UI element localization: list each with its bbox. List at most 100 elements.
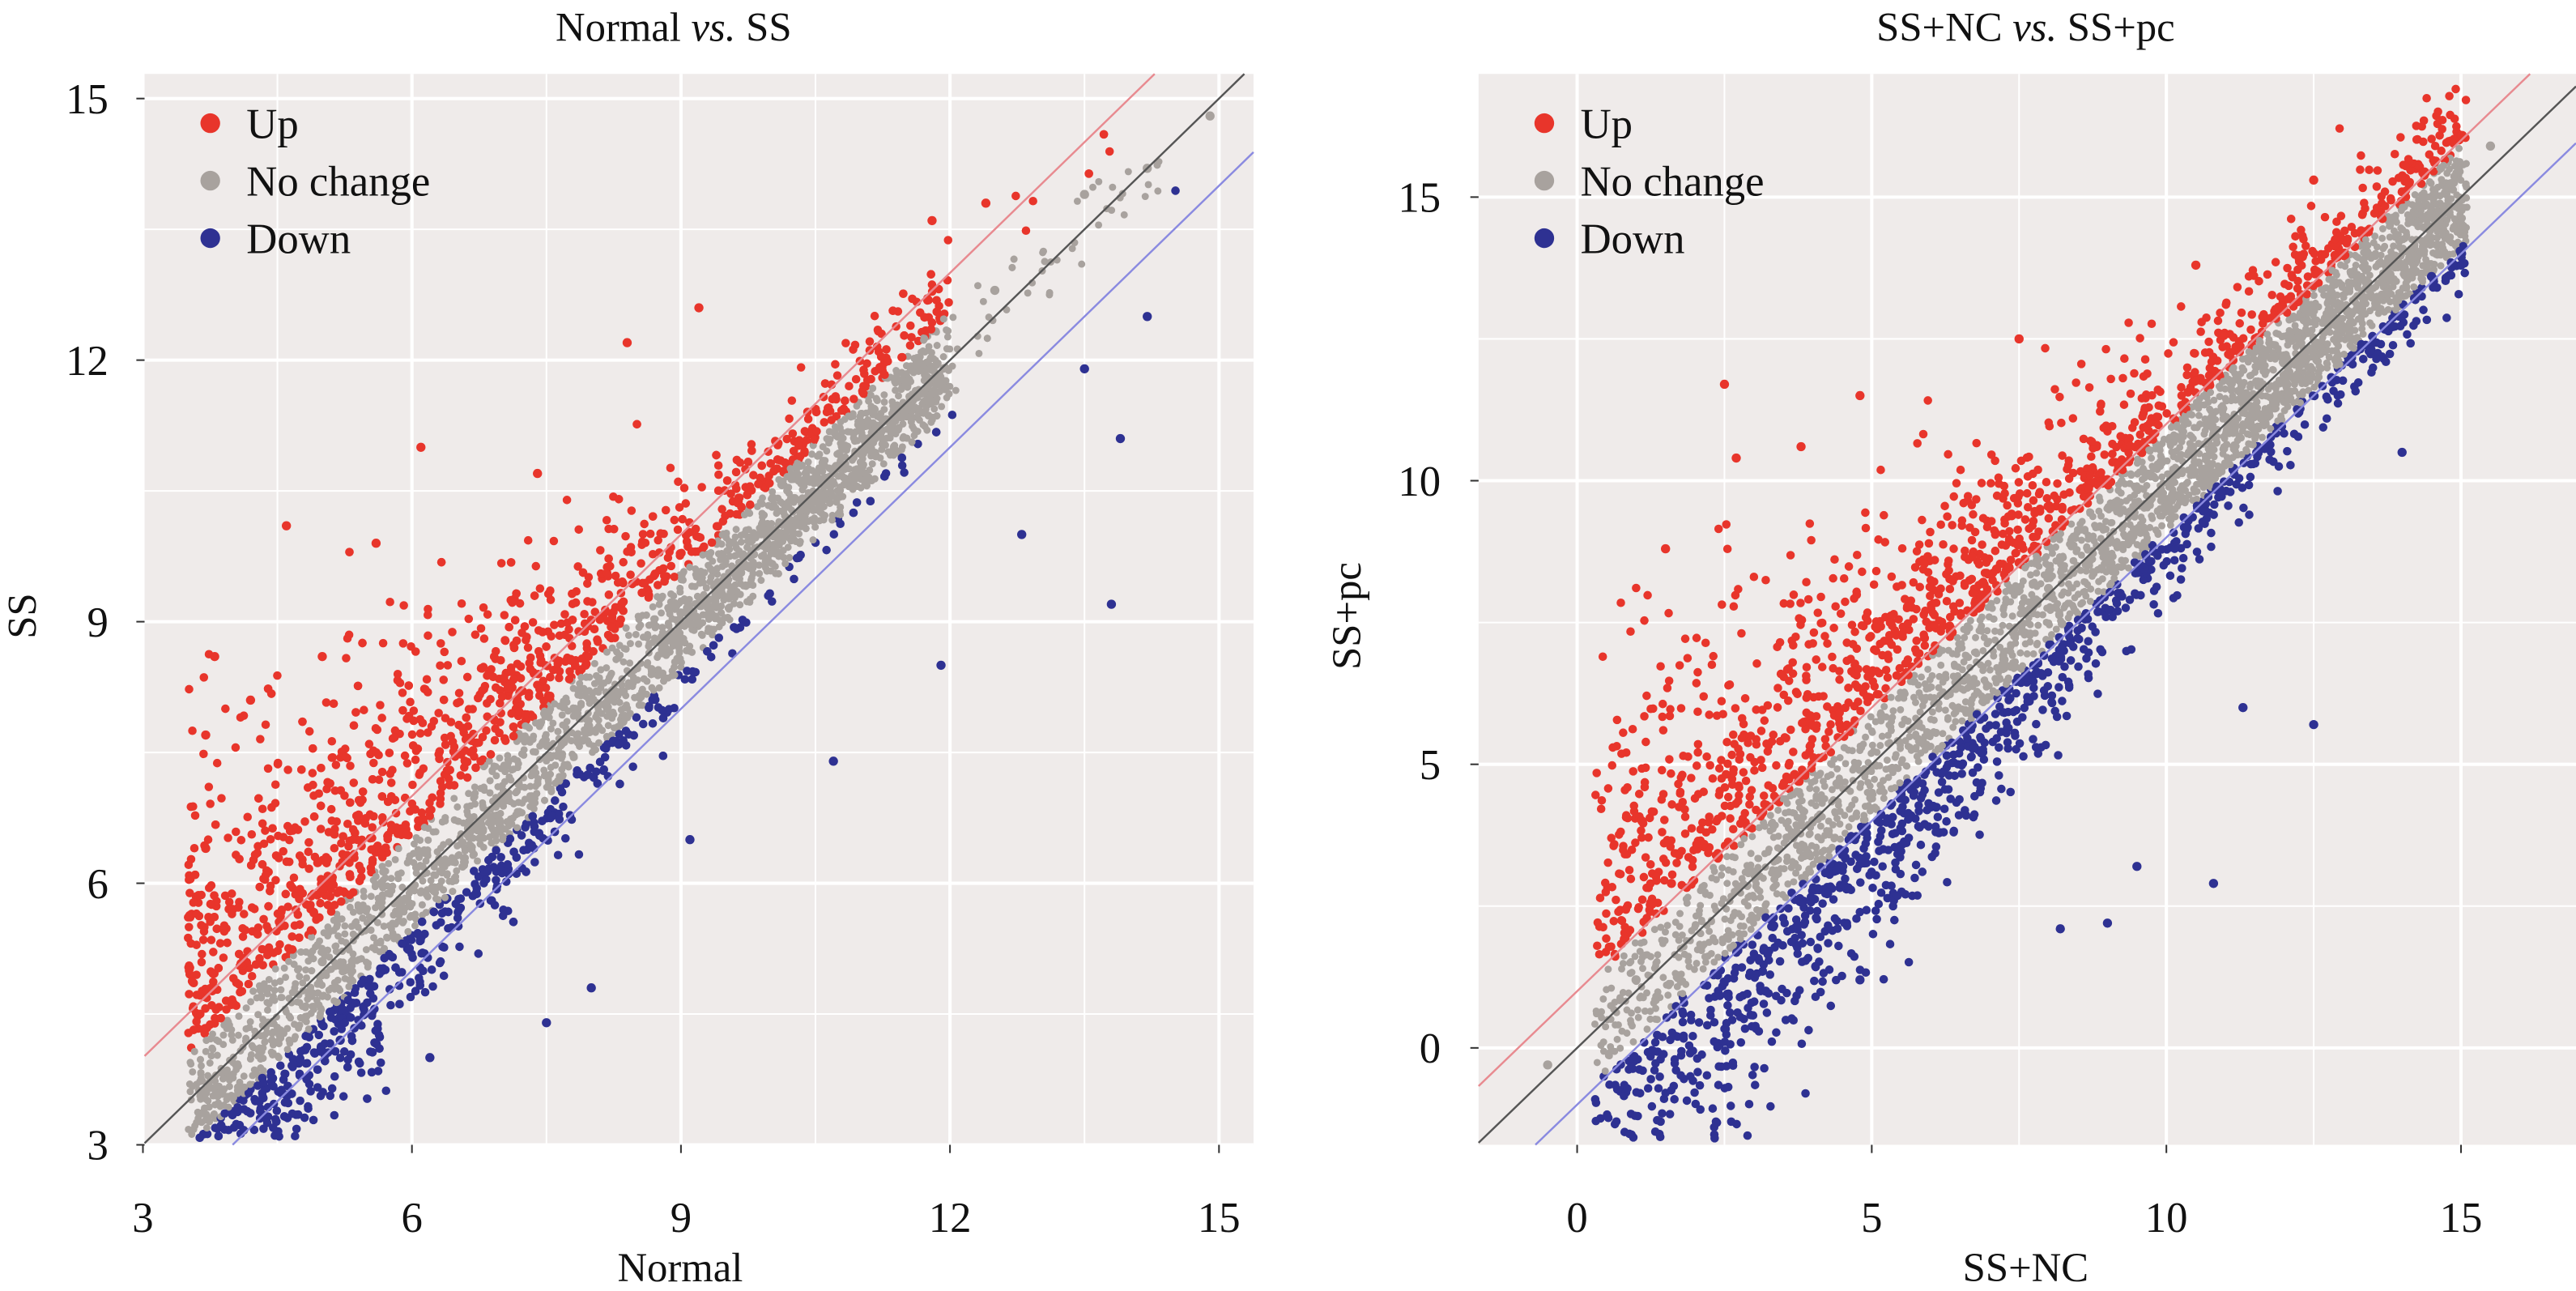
- point-up: [546, 586, 555, 595]
- point-up: [674, 477, 683, 487]
- point-no-change: [401, 897, 409, 905]
- point-down: [343, 1063, 352, 1072]
- point-no-change: [726, 541, 734, 549]
- point-no-change: [604, 676, 612, 684]
- point-no-change: [476, 834, 484, 842]
- point-up: [386, 825, 396, 835]
- point-up: [882, 345, 891, 354]
- point-no-change: [946, 345, 954, 353]
- point-up: [345, 890, 355, 900]
- point-no-change: [861, 469, 869, 477]
- point-up: [507, 667, 516, 676]
- point-down: [379, 964, 388, 973]
- point-down: [764, 591, 773, 600]
- point-no-change: [615, 698, 624, 706]
- point-up: [406, 697, 415, 707]
- point-no-change: [933, 394, 941, 403]
- point-no-change: [635, 640, 643, 648]
- point-no-change: [450, 795, 458, 803]
- point-no-change: [915, 405, 923, 413]
- point-no-change: [463, 803, 471, 811]
- point-no-change: [302, 1002, 310, 1010]
- point-no-change: [420, 824, 428, 831]
- point-up: [478, 686, 487, 695]
- point-down: [866, 496, 875, 506]
- point-up: [448, 628, 457, 637]
- point-up: [415, 714, 425, 724]
- point-no-change: [349, 908, 357, 916]
- point-up: [542, 642, 551, 651]
- point-up: [316, 824, 326, 833]
- point-up: [632, 420, 641, 429]
- point-up: [479, 603, 488, 612]
- point-up: [377, 767, 387, 777]
- point-up: [309, 812, 319, 821]
- point-up: [342, 654, 351, 663]
- point-down: [330, 1072, 339, 1081]
- point-no-change: [461, 862, 468, 870]
- point-down: [372, 1039, 381, 1049]
- point-no-change: [769, 492, 777, 501]
- point-up: [217, 794, 226, 803]
- point-down: [1115, 433, 1126, 444]
- point-down: [356, 1059, 364, 1068]
- point-up: [845, 381, 854, 391]
- point-no-change: [430, 871, 438, 879]
- point-up: [1105, 147, 1114, 156]
- point-no-change: [198, 1062, 205, 1070]
- point-no-change: [219, 1075, 227, 1083]
- point-no-change: [698, 573, 706, 582]
- point-no-change: [789, 471, 797, 479]
- point-up: [304, 837, 313, 847]
- point-up: [932, 307, 942, 317]
- point-up: [440, 647, 449, 657]
- point-down: [484, 855, 493, 865]
- point-down: [327, 1084, 337, 1093]
- points: [184, 111, 1215, 1143]
- point-no-change: [240, 1072, 248, 1080]
- point-no-change: [696, 567, 705, 575]
- point-no-change: [975, 349, 983, 357]
- point-up: [419, 764, 428, 773]
- point-no-change: [471, 790, 479, 797]
- point-up: [266, 689, 276, 698]
- point-no-change: [467, 845, 475, 853]
- point-no-change: [868, 460, 876, 468]
- point-down: [398, 939, 407, 948]
- point-no-change: [574, 709, 582, 718]
- point-up: [198, 949, 207, 959]
- point-up: [317, 651, 327, 662]
- point-up: [271, 851, 281, 860]
- point-down: [380, 953, 389, 963]
- point-down: [296, 1096, 304, 1106]
- point-up: [660, 577, 669, 586]
- point-no-change: [582, 673, 590, 681]
- point-no-change: [332, 916, 340, 924]
- legend-marker: [200, 228, 220, 249]
- point-up: [224, 833, 232, 842]
- point-down: [436, 918, 445, 927]
- point-no-change: [710, 602, 718, 610]
- point-up: [623, 547, 632, 556]
- point-no-change: [832, 498, 841, 506]
- y-axis-label: SS+pc: [1324, 562, 1369, 670]
- point-no-change: [673, 654, 681, 663]
- point-up: [209, 948, 218, 957]
- point-no-change: [891, 441, 899, 450]
- point-no-change: [1073, 197, 1081, 205]
- point-no-change: [931, 356, 939, 364]
- point-up: [428, 793, 437, 803]
- point-down: [373, 1020, 382, 1029]
- point-no-change: [706, 595, 714, 603]
- point-up: [731, 467, 741, 477]
- point-up: [258, 944, 267, 954]
- point-down: [586, 983, 596, 993]
- point-no-change: [383, 933, 391, 941]
- point-no-change: [642, 611, 650, 619]
- point-no-change: [886, 434, 894, 442]
- point-up: [443, 661, 453, 670]
- point-up: [241, 926, 250, 935]
- point-down: [936, 660, 946, 671]
- point-no-change: [213, 1051, 221, 1059]
- point-no-change: [837, 443, 845, 451]
